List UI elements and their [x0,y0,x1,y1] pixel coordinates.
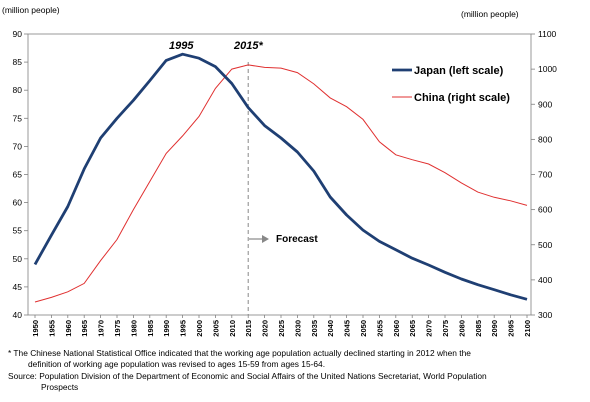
x-tick-label: 1970 [97,320,106,337]
x-tick-label: 1995 [179,320,188,337]
legend-label-japan: Japan (left scale) [414,65,504,77]
x-tick-label: 1955 [47,320,56,337]
x-tick-label: 2060 [392,320,401,337]
left-tick-label: 80 [13,85,23,95]
x-tick-label: 1975 [113,320,122,337]
left-axis-ticks: 40 45 50 55 60 65 70 75 80 85 90 [13,29,28,320]
x-tick-label: 2005 [211,320,220,337]
left-axis-unit: (million people) [2,5,60,15]
series-line-japan [33,52,528,301]
right-axis-unit: (million people) [461,9,519,19]
footnote-line-2: definition of working age population was… [28,359,326,369]
x-tick-label: 2000 [195,320,204,337]
x-tick-label: 2055 [375,320,384,337]
x-tick-label: 2090 [490,320,499,337]
right-tick-label: 800 [538,134,552,144]
x-axis-ticks: 1950 1955 1960 1965 1970 1975 1980 1985 1990 1995… [31,315,532,337]
x-tick-label: 1990 [162,320,171,337]
right-tick-label: 500 [538,240,552,250]
left-tick-label: 85 [13,57,23,67]
left-tick-label: 75 [13,113,23,123]
left-tick-label: 55 [13,226,23,236]
left-tick-label: 40 [13,310,23,320]
chart: (million people) (million people) 40 45 50… [2,5,557,337]
left-tick-label: 50 [13,254,23,264]
x-tick-label: 2035 [310,320,319,337]
x-tick-label: 1985 [146,320,155,337]
x-tick-label: 2065 [408,320,417,337]
forecast-arrow [249,235,269,243]
x-tick-label: 1965 [80,320,89,337]
left-tick-label: 70 [13,141,23,151]
x-tick-label: 2085 [474,320,483,337]
x-tick-label: 1960 [64,320,73,337]
left-tick-label: 45 [13,282,23,292]
x-tick-label: 2095 [507,320,516,337]
x-tick-label: 2100 [523,320,532,337]
source-line-1: Source: Population Division of the Depar… [8,371,487,381]
legend-label-china: China (right scale) [414,92,510,104]
x-tick-label: 2015 [244,320,253,337]
left-tick-label: 65 [13,170,23,180]
right-tick-label: 400 [538,275,552,285]
footnote-line-1: * The Chinese National Statistical Offic… [8,348,471,358]
legend: Japan (left scale) China (right scale) [392,65,510,104]
peak-label-japan: 1995 [169,40,194,52]
source-line-2: Prospects [41,382,79,392]
right-tick-label: 300 [538,310,552,320]
x-tick-label: 2030 [293,320,302,337]
x-tick-label: 1980 [129,320,138,337]
forecast-label: Forecast [276,234,318,245]
x-tick-label: 2040 [326,320,335,337]
x-tick-label: 2080 [457,320,466,337]
x-tick-label: 1950 [31,320,40,337]
x-tick-label: 2050 [359,320,368,337]
x-tick-label: 2025 [277,320,286,337]
x-tick-label: 2075 [441,320,450,337]
right-tick-label: 1000 [538,64,557,74]
left-tick-label: 60 [13,198,23,208]
right-tick-label: 600 [538,205,552,215]
right-tick-label: 700 [538,170,552,180]
right-tick-label: 1100 [538,29,557,39]
right-axis-ticks: 300 400 500 600 700 800 900 1000 1100 [531,29,557,320]
x-tick-label: 2010 [228,320,237,337]
right-tick-label: 900 [538,99,552,109]
x-tick-label: 2020 [261,320,270,337]
series-line-china [34,64,528,303]
peak-label-china: 2015* [233,40,263,52]
x-tick-label: 2070 [425,320,434,337]
left-tick-label: 90 [13,29,23,39]
x-tick-label: 2045 [343,320,352,337]
